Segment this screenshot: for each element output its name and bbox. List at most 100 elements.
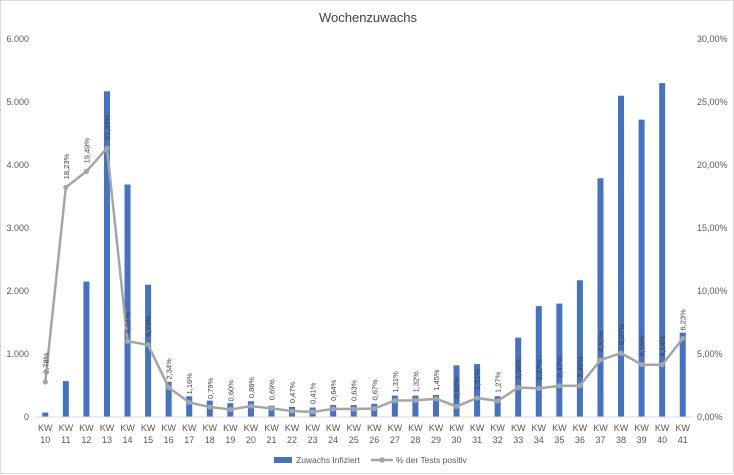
left-tick-label: 1.000	[6, 349, 29, 359]
x-tick-label: KW	[634, 423, 649, 433]
x-tick-label-number: 22	[287, 435, 297, 445]
line-point	[104, 145, 110, 151]
x-tick-label: KW	[408, 423, 423, 433]
bar	[494, 396, 501, 417]
line-data-label: 4,16%	[638, 335, 647, 357]
line-data-labels: 2,78% 18,23% 19,49% 21,33% 6,01% 5,73% 2,34% 1,…	[41, 114, 687, 403]
line-data-label: 2,49%	[576, 356, 585, 378]
legend-swatch-marker	[379, 457, 385, 463]
line-data-label: 0,67%	[370, 379, 379, 401]
x-tick-label: KW	[38, 423, 53, 433]
x-tick-label-number: 37	[595, 435, 605, 445]
line-data-label: 0,64%	[329, 379, 338, 401]
line-data-label: 1,27%	[494, 371, 503, 393]
x-tick-label: KW	[346, 423, 361, 433]
x-tick-label: KW	[573, 423, 588, 433]
x-tick-label-number: 39	[637, 435, 647, 445]
line-data-label: 1,16%	[185, 373, 194, 395]
left-tick-label: 5.000	[6, 97, 29, 107]
right-tick-label: 5,00%	[697, 349, 723, 359]
line-point	[63, 184, 69, 190]
x-tick-label: KW	[449, 423, 464, 433]
x-tick-label-number: 35	[554, 435, 564, 445]
x-tick-label-number: 31	[472, 435, 482, 445]
line-point	[145, 342, 151, 348]
line-data-label: 1,31%	[391, 371, 400, 393]
line-point	[412, 397, 419, 403]
legend-swatch-bar	[274, 457, 292, 463]
x-tick-label-number: 13	[102, 435, 112, 445]
line-point	[309, 409, 316, 415]
x-tick-label-number: 32	[493, 435, 503, 445]
x-tick-label: KW	[100, 423, 115, 433]
line-data-label: 2,34%	[165, 358, 174, 380]
bar	[103, 91, 110, 417]
legend-label-bar: Zuwachs Infiziert	[296, 455, 360, 465]
line-data-label: 6,01%	[124, 312, 133, 334]
x-tick-label: KW	[264, 423, 279, 433]
x-tick-label: KW	[511, 423, 526, 433]
line-data-label: 2,34%	[514, 358, 523, 380]
x-tick-label: KW	[470, 423, 485, 433]
x-axis: KW 10 KW 11 KW 12 KW 13 KW 14 KW 15 KW 16 KW 17 KW 18 KW 19…	[35, 416, 693, 445]
x-tick-label-number: 40	[657, 435, 667, 445]
line-data-label: 0,41%	[309, 382, 318, 404]
x-tick-label: KW	[552, 423, 567, 433]
line-data-label: 0,86%	[247, 377, 256, 399]
bar	[83, 281, 90, 417]
x-tick-label-number: 27	[390, 435, 400, 445]
line-data-label: 1,45%	[432, 369, 441, 391]
x-tick-label: KW	[59, 423, 74, 433]
line-data-label: 2,78%	[41, 352, 50, 374]
line-point	[618, 350, 624, 356]
x-tick-label-number: 26	[369, 435, 379, 445]
right-tick-label: 15,00%	[697, 223, 728, 233]
bar-series	[42, 83, 686, 417]
bar	[412, 395, 419, 417]
bar	[515, 337, 522, 417]
line-data-label: 0,63%	[350, 379, 359, 401]
line-point	[453, 403, 460, 410]
line-point	[351, 406, 357, 412]
x-tick-label: KW	[429, 423, 444, 433]
bar	[165, 381, 172, 417]
left-tick-label: 3.000	[6, 223, 29, 233]
x-tick-label: KW	[120, 423, 135, 433]
line-point	[83, 168, 90, 175]
line-data-label: 4,14%	[658, 335, 667, 357]
x-tick-label: KW	[223, 423, 238, 433]
line-point	[186, 399, 192, 405]
bar	[391, 395, 398, 417]
x-tick-label: KW	[388, 423, 403, 433]
line-point	[289, 408, 295, 414]
line-point	[597, 357, 604, 363]
line-data-label: 0,84%	[453, 377, 462, 399]
x-tick-label-number: 30	[452, 435, 462, 445]
line-data-label: 4,52%	[596, 330, 605, 352]
line-point	[536, 385, 542, 391]
x-tick-label: KW	[244, 423, 259, 433]
x-tick-label: KW	[655, 423, 670, 433]
bar	[124, 184, 131, 417]
line-data-label: 0,60%	[226, 380, 235, 402]
x-tick-label: KW	[141, 423, 156, 433]
bar	[597, 178, 604, 417]
x-tick-label-number: 29	[431, 435, 441, 445]
line-data-label: 21,33%	[103, 114, 112, 140]
line-data-label: 1,51%	[473, 368, 482, 390]
x-tick-label: KW	[161, 423, 176, 433]
bar	[618, 95, 625, 417]
bar	[638, 119, 645, 417]
x-tick-label-number: 34	[534, 435, 544, 445]
right-axis: 0,00% 5,00% 10,00% 15,00% 20,00% 25,00% 30,00%	[697, 34, 728, 422]
right-tick-label: 30,00%	[697, 34, 728, 44]
line-point	[515, 384, 521, 391]
right-tick-label: 20,00%	[697, 160, 728, 170]
line-point	[330, 406, 336, 412]
x-tick-label-number: 12	[81, 435, 91, 445]
bar	[42, 412, 49, 417]
bar	[453, 365, 460, 417]
x-tick-label: KW	[285, 423, 300, 433]
